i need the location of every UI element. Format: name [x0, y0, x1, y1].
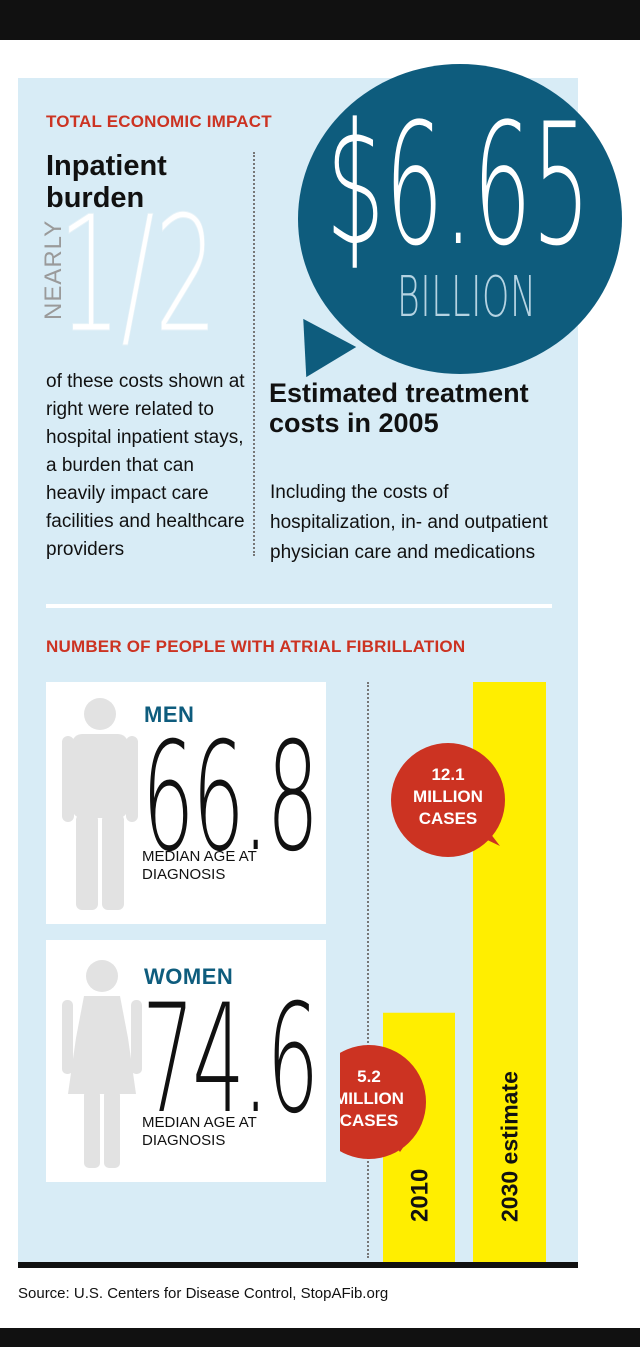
- chart-divider: [367, 682, 369, 1258]
- men-label: MEN: [144, 702, 195, 727]
- value-label-line: 5.2: [357, 1067, 381, 1086]
- economic-section-label: TOTAL ECONOMIC IMPACT: [46, 112, 272, 131]
- column-divider: [253, 152, 255, 556]
- value-label-line: CASES: [419, 809, 478, 828]
- category-label-2010: 2010: [406, 1169, 433, 1222]
- value-label-line: CASES: [340, 1111, 398, 1130]
- value-bubble-2030-estimate: 12.1 MILLION CASES: [391, 743, 505, 857]
- estimated-costs-description: Including the costs of hospitalization, …: [270, 482, 548, 563]
- value-label-line: 12.1: [431, 765, 464, 784]
- women-median-age: 74.6: [142, 973, 319, 1147]
- estimated-costs-title: Estimated treatment costs in 2005: [269, 378, 529, 438]
- women-label: WOMEN: [144, 964, 234, 989]
- fraction-value: 1/2: [58, 181, 218, 368]
- inpatient-title: Inpatient burden: [46, 150, 167, 214]
- total-cost-unit: BILLION: [397, 265, 537, 330]
- value-bubble-2010: 5.2 MILLION CASES: [340, 1045, 426, 1159]
- woman-icon: [62, 960, 142, 1168]
- total-cost-value: $6.65: [326, 87, 591, 283]
- man-icon: [62, 698, 138, 910]
- section-divider: [46, 604, 552, 608]
- top-black-bar: [0, 0, 640, 40]
- men-age-caption: MEDIAN AGE AT DIAGNOSIS: [142, 848, 257, 883]
- women-age-caption: MEDIAN AGE AT DIAGNOSIS: [142, 1114, 257, 1149]
- men-median-age: 66.8: [142, 711, 319, 885]
- value-label-line: MILLION: [413, 787, 483, 806]
- inpatient-description: of these costs shown at right were relat…: [46, 371, 245, 560]
- source-note: Source: U.S. Centers for Disease Control…: [18, 1285, 389, 1302]
- people-section-label: NUMBER OF PEOPLE WITH ATRIAL FIBRILLATIO…: [46, 637, 466, 656]
- value-label-line: MILLION: [340, 1089, 404, 1108]
- af-cases-bar-chart: 2010 2030 estimate 5.2 MILLION CASES 12.1 MILL…: [340, 682, 546, 1262]
- cost-speech-bubble: [298, 64, 622, 374]
- chart-baseline: [18, 1262, 578, 1268]
- bottom-black-bar: [0, 1328, 640, 1347]
- category-label-2030-estimate: 2030 estimate: [497, 1071, 523, 1222]
